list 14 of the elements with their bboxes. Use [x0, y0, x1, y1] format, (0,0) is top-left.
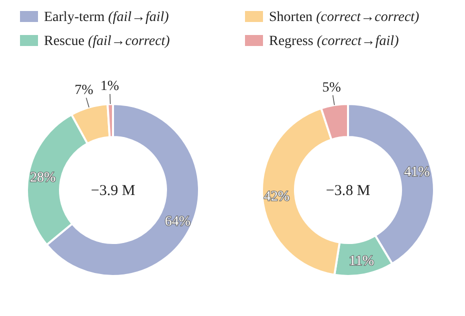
data-label: 42%	[264, 190, 290, 205]
legend-label: Shorten (correct→correct)	[269, 10, 420, 25]
data-label: 11%	[348, 254, 374, 270]
data-label: 5%	[322, 80, 342, 96]
legend-label: Early-term (fail→fail)	[44, 10, 170, 25]
legend-label: Regress (correct→fail)	[269, 34, 400, 49]
text: −3.9 M	[90, 183, 136, 199]
data-label: 28%	[30, 170, 56, 186]
data-label: 64%	[164, 214, 191, 230]
data-label: 41%	[404, 164, 430, 180]
data-label: 1%	[100, 79, 120, 94]
data-label: 7%	[74, 83, 94, 98]
legend-label: Rescue (fail→correct)	[44, 34, 170, 49]
text: −3.8 M	[326, 183, 370, 199]
